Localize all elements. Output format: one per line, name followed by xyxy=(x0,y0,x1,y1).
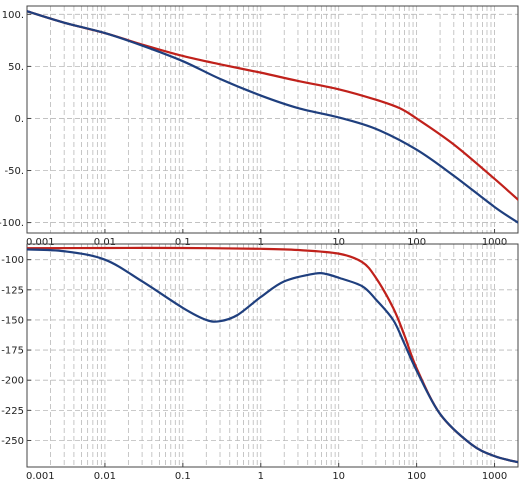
x-tick-label: 100 xyxy=(407,471,426,480)
phase-panel: -100 -125 -150 -175 -200 -225 -250 0.001 0.01 0.1… xyxy=(1,243,519,480)
x-tick-label: 10 xyxy=(332,237,345,248)
series-line-2 xyxy=(27,10,518,224)
grid xyxy=(27,244,518,467)
y-tick-label: 0. xyxy=(14,114,24,125)
x-axis: 0.001 0.01 0.1 1 10 100 1000 xyxy=(26,229,507,248)
x-tick-label: 100 xyxy=(407,237,426,248)
y-tick-label: -150 xyxy=(1,315,24,326)
y-tick-label: 50. xyxy=(8,62,24,73)
x-tick-label: 1 xyxy=(258,237,264,248)
y-tick-label: -200 xyxy=(1,376,24,387)
series-line-1 xyxy=(27,246,518,464)
series-line-2 xyxy=(27,248,518,464)
x-tick-label: 0.01 xyxy=(94,471,116,480)
x-tick-label: 1000 xyxy=(482,237,507,248)
x-tick-label: 1000 xyxy=(482,471,507,480)
x-axis: 0.001 0.01 0.1 1 10 100 1000 xyxy=(26,463,507,480)
y-axis: 100. 50. 0. -50. -100. xyxy=(0,10,31,229)
x-tick-label: 0.1 xyxy=(175,471,191,480)
series-line-1 xyxy=(27,10,518,201)
x-tick-label: 0.1 xyxy=(175,237,191,248)
y-tick-label: -125 xyxy=(1,285,24,296)
plot-frame xyxy=(26,243,519,468)
y-tick-label: -175 xyxy=(1,346,24,357)
y-tick-label: -100. xyxy=(0,218,24,229)
x-tick-label: 0.01 xyxy=(94,237,116,248)
y-tick-label: 100. xyxy=(2,10,24,21)
x-tick-label: 10 xyxy=(332,471,345,480)
y-tick-label: -225 xyxy=(1,406,24,417)
y-axis: -100 -125 -150 -175 -200 -225 -250 xyxy=(1,255,31,447)
grid xyxy=(27,6,518,233)
plot-frame xyxy=(26,5,519,234)
y-tick-label: -250 xyxy=(1,436,24,447)
x-tick-label: 0.001 xyxy=(26,237,55,248)
magnitude-panel: 100. 50. 0. -50. -100.0.001 0.01 0.1 1 10 100 1000 xyxy=(0,5,519,248)
x-tick-label: 1 xyxy=(258,471,264,480)
y-tick-label: -100 xyxy=(1,255,24,266)
x-tick-label: 0.001 xyxy=(26,471,55,480)
y-tick-label: -50. xyxy=(4,166,24,177)
